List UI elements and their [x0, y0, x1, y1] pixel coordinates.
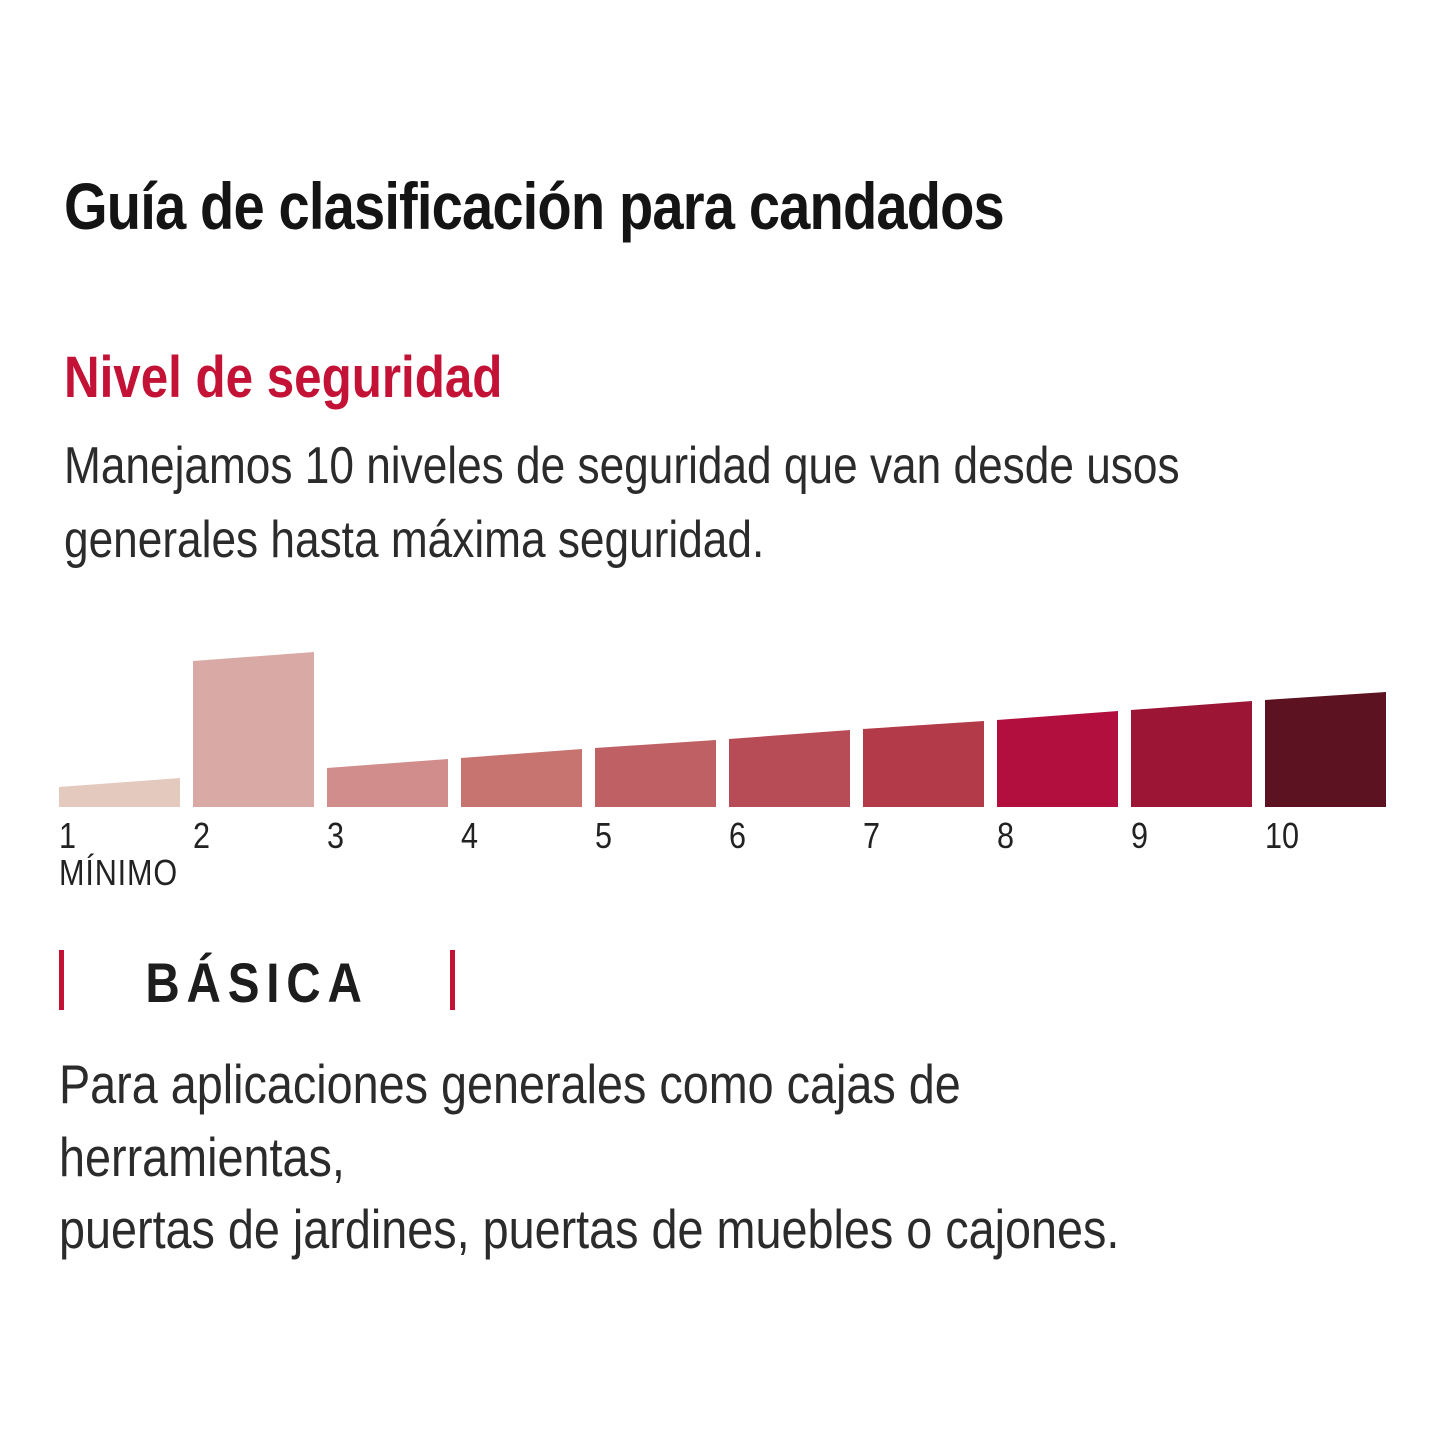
page-title: Guía de clasificación para candados [64, 169, 1005, 243]
security-level-bar-6 [729, 730, 850, 807]
security-level-description: Manejamos 10 niveles de seguridad que va… [64, 437, 1180, 569]
security-level-bar-4 [461, 749, 582, 807]
security-level-bar-9 [1131, 701, 1252, 807]
category-label: BÁSICA [145, 951, 369, 1014]
axis-label-7: 7 [863, 815, 881, 856]
security-level-bar-2 [193, 652, 314, 807]
axis-label-8: 8 [997, 815, 1015, 856]
axis-label-5: 5 [595, 815, 613, 856]
security-bars [59, 645, 1389, 807]
range-end-tick-icon [450, 950, 455, 1010]
minimum-label: MÍNIMO [59, 852, 178, 893]
axis-label-4: 4 [461, 815, 479, 856]
security-level-bar-1 [59, 778, 180, 807]
security-level-bar-10 [1265, 692, 1386, 807]
axis-label-9: 9 [1131, 815, 1149, 856]
axis-label-3: 3 [327, 815, 345, 856]
range-start-tick-icon [59, 950, 64, 1010]
axis-label-1: 1 [59, 815, 77, 856]
security-level-bar-3 [327, 759, 448, 807]
axis-label-6: 6 [729, 815, 747, 856]
security-level-bar-5 [595, 740, 716, 807]
category-band: BÁSICA [59, 948, 455, 1014]
security-scale-chart: 1 2 3 4 5 6 7 8 9 10 [59, 645, 1389, 857]
security-level-bar-7 [863, 721, 984, 807]
axis-label-2: 2 [193, 815, 211, 856]
security-level-heading: Nivel de seguridad [64, 345, 503, 410]
security-axis-labels: 1 2 3 4 5 6 7 8 9 10 [59, 815, 1389, 857]
axis-label-10: 10 [1265, 815, 1300, 856]
category-description: Para aplicaciones generales como cajas d… [59, 1053, 1120, 1261]
security-level-bar-8 [997, 711, 1118, 807]
